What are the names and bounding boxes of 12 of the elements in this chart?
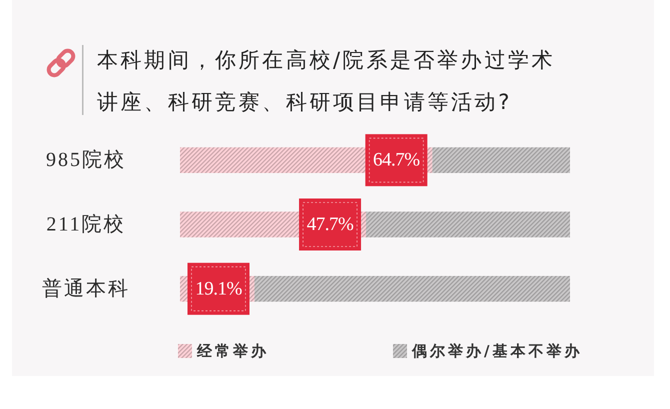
y-tick-label: 211院校: [46, 214, 126, 236]
data-label: 47.7%: [306, 214, 354, 235]
bar: [366, 212, 570, 238]
chart-title: 本科期间，你所在高校/院系是否举办过学术讲座、科研竞赛、科研项目申请等活动?: [97, 48, 556, 114]
data-label: 64.7%: [373, 150, 420, 171]
legend-label: 经常举办: [196, 342, 269, 360]
legend-label: 偶尔举办/基本不举办: [411, 342, 582, 360]
y-tick-label: 985院校: [46, 149, 126, 172]
data-label: 19.1%: [195, 278, 242, 300]
bar: [432, 147, 570, 174]
bar: [254, 276, 570, 302]
y-tick-label: 普通本科: [42, 276, 130, 300]
